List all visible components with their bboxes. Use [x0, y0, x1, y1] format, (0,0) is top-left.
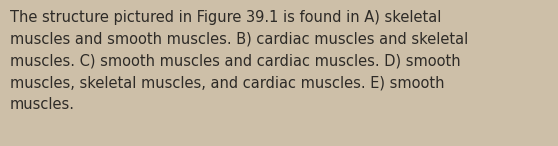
Text: The structure pictured in Figure 39.1 is found in A) skeletal
muscles and smooth: The structure pictured in Figure 39.1 is…	[10, 10, 468, 112]
